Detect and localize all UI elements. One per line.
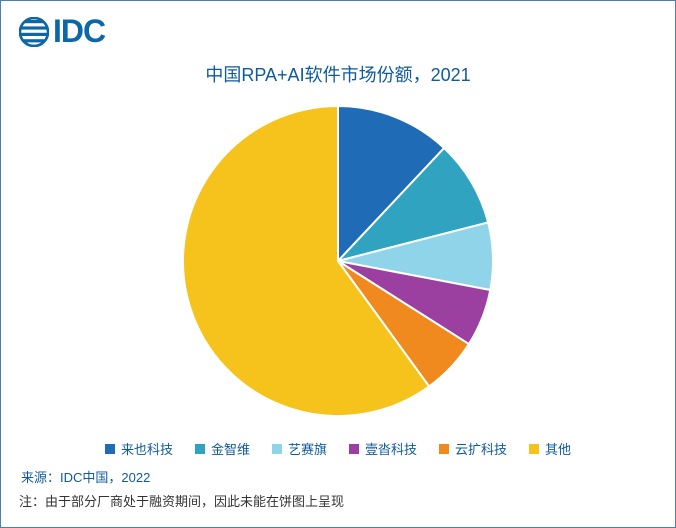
legend-label: 其他 [545, 439, 571, 458]
chart-legend: 来也科技 金智维 艺赛旗 壹沓科技 云扩科技 其他 [1, 439, 675, 458]
legend-label: 金智维 [211, 439, 250, 458]
legend-item: 其他 [529, 439, 571, 458]
legend-item: 壹沓科技 [349, 439, 417, 458]
idc-logo-icon [19, 17, 49, 47]
idc-logo-text: IDC [53, 13, 105, 50]
legend-label: 云扩科技 [455, 439, 507, 458]
legend-swatch [272, 444, 282, 454]
chart-title: 中国RPA+AI软件市场份额，2021 [1, 61, 675, 87]
legend-item: 来也科技 [105, 439, 173, 458]
legend-label: 壹沓科技 [365, 439, 417, 458]
legend-swatch [105, 444, 115, 454]
legend-swatch [349, 444, 359, 454]
pie-chart [178, 101, 498, 426]
legend-swatch [529, 444, 539, 454]
idc-logo: IDC [19, 13, 105, 50]
legend-label: 艺赛旗 [288, 439, 327, 458]
legend-label: 来也科技 [121, 439, 173, 458]
legend-swatch [195, 444, 205, 454]
source-text: 来源：IDC中国，2022 [21, 467, 150, 486]
legend-item: 金智维 [195, 439, 250, 458]
footnote-text: 注：由于部分厂商处于融资期间，因此未能在饼图上呈现 [19, 491, 344, 510]
legend-item: 云扩科技 [439, 439, 507, 458]
legend-item: 艺赛旗 [272, 439, 327, 458]
legend-swatch [439, 444, 449, 454]
